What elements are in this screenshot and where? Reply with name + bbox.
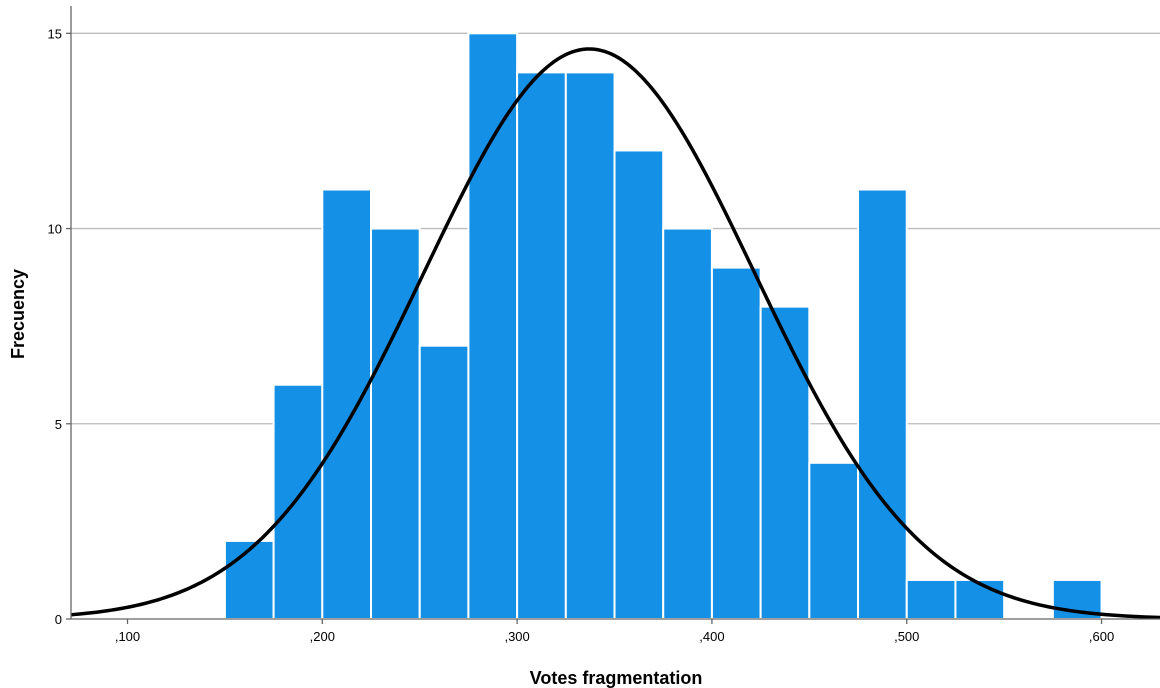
- histogram-bars: [223, 32, 1103, 621]
- histogram-bar-5: [467, 32, 519, 620]
- histogram-bar-7: [564, 71, 616, 620]
- x-tick-label-1: ,200: [310, 629, 335, 644]
- x-tick-label-2: ,300: [504, 629, 529, 644]
- normal-curve: [70, 47, 1160, 620]
- x-tick-label-3: ,400: [699, 629, 724, 644]
- histogram-bar-3: [370, 227, 421, 620]
- x-tick-labels: ,100 ,200 ,300 ,400 ,500 ,600: [115, 619, 1114, 644]
- y-tick-label-3: 15: [48, 26, 62, 41]
- y-axis-title: Frecuency: [8, 269, 28, 359]
- x-tick-label-4: ,500: [894, 629, 919, 644]
- histogram-bar-9: [662, 227, 713, 620]
- histogram-bar-2: [321, 188, 373, 620]
- histogram-bar-15: [954, 578, 1006, 621]
- axes: [70, 6, 1160, 620]
- histogram-bar-4: [418, 344, 470, 620]
- histogram-bar-0: [223, 539, 275, 620]
- histogram-bar-10: [710, 266, 762, 620]
- histogram-bar-8: [613, 149, 665, 620]
- y-tick-labels: 0 5 10 15: [48, 26, 71, 627]
- normal-curve-layer: [70, 47, 1160, 620]
- histogram-bar-12: [808, 461, 860, 620]
- y-tick-label-0: 0: [55, 612, 62, 627]
- x-tick-label-0: ,100: [115, 629, 140, 644]
- y-tick-label-2: 10: [48, 222, 62, 237]
- y-tick-label-1: 5: [55, 417, 62, 432]
- x-axis-title: Votes fragmentation: [530, 668, 703, 688]
- histogram-bar-13: [857, 188, 908, 620]
- histogram-bar-11: [759, 305, 811, 620]
- histogram-bar-14: [905, 578, 957, 621]
- histogram-bar-6: [516, 71, 567, 620]
- x-tick-label-5: ,600: [1089, 629, 1114, 644]
- histogram-bar-1: [272, 383, 324, 620]
